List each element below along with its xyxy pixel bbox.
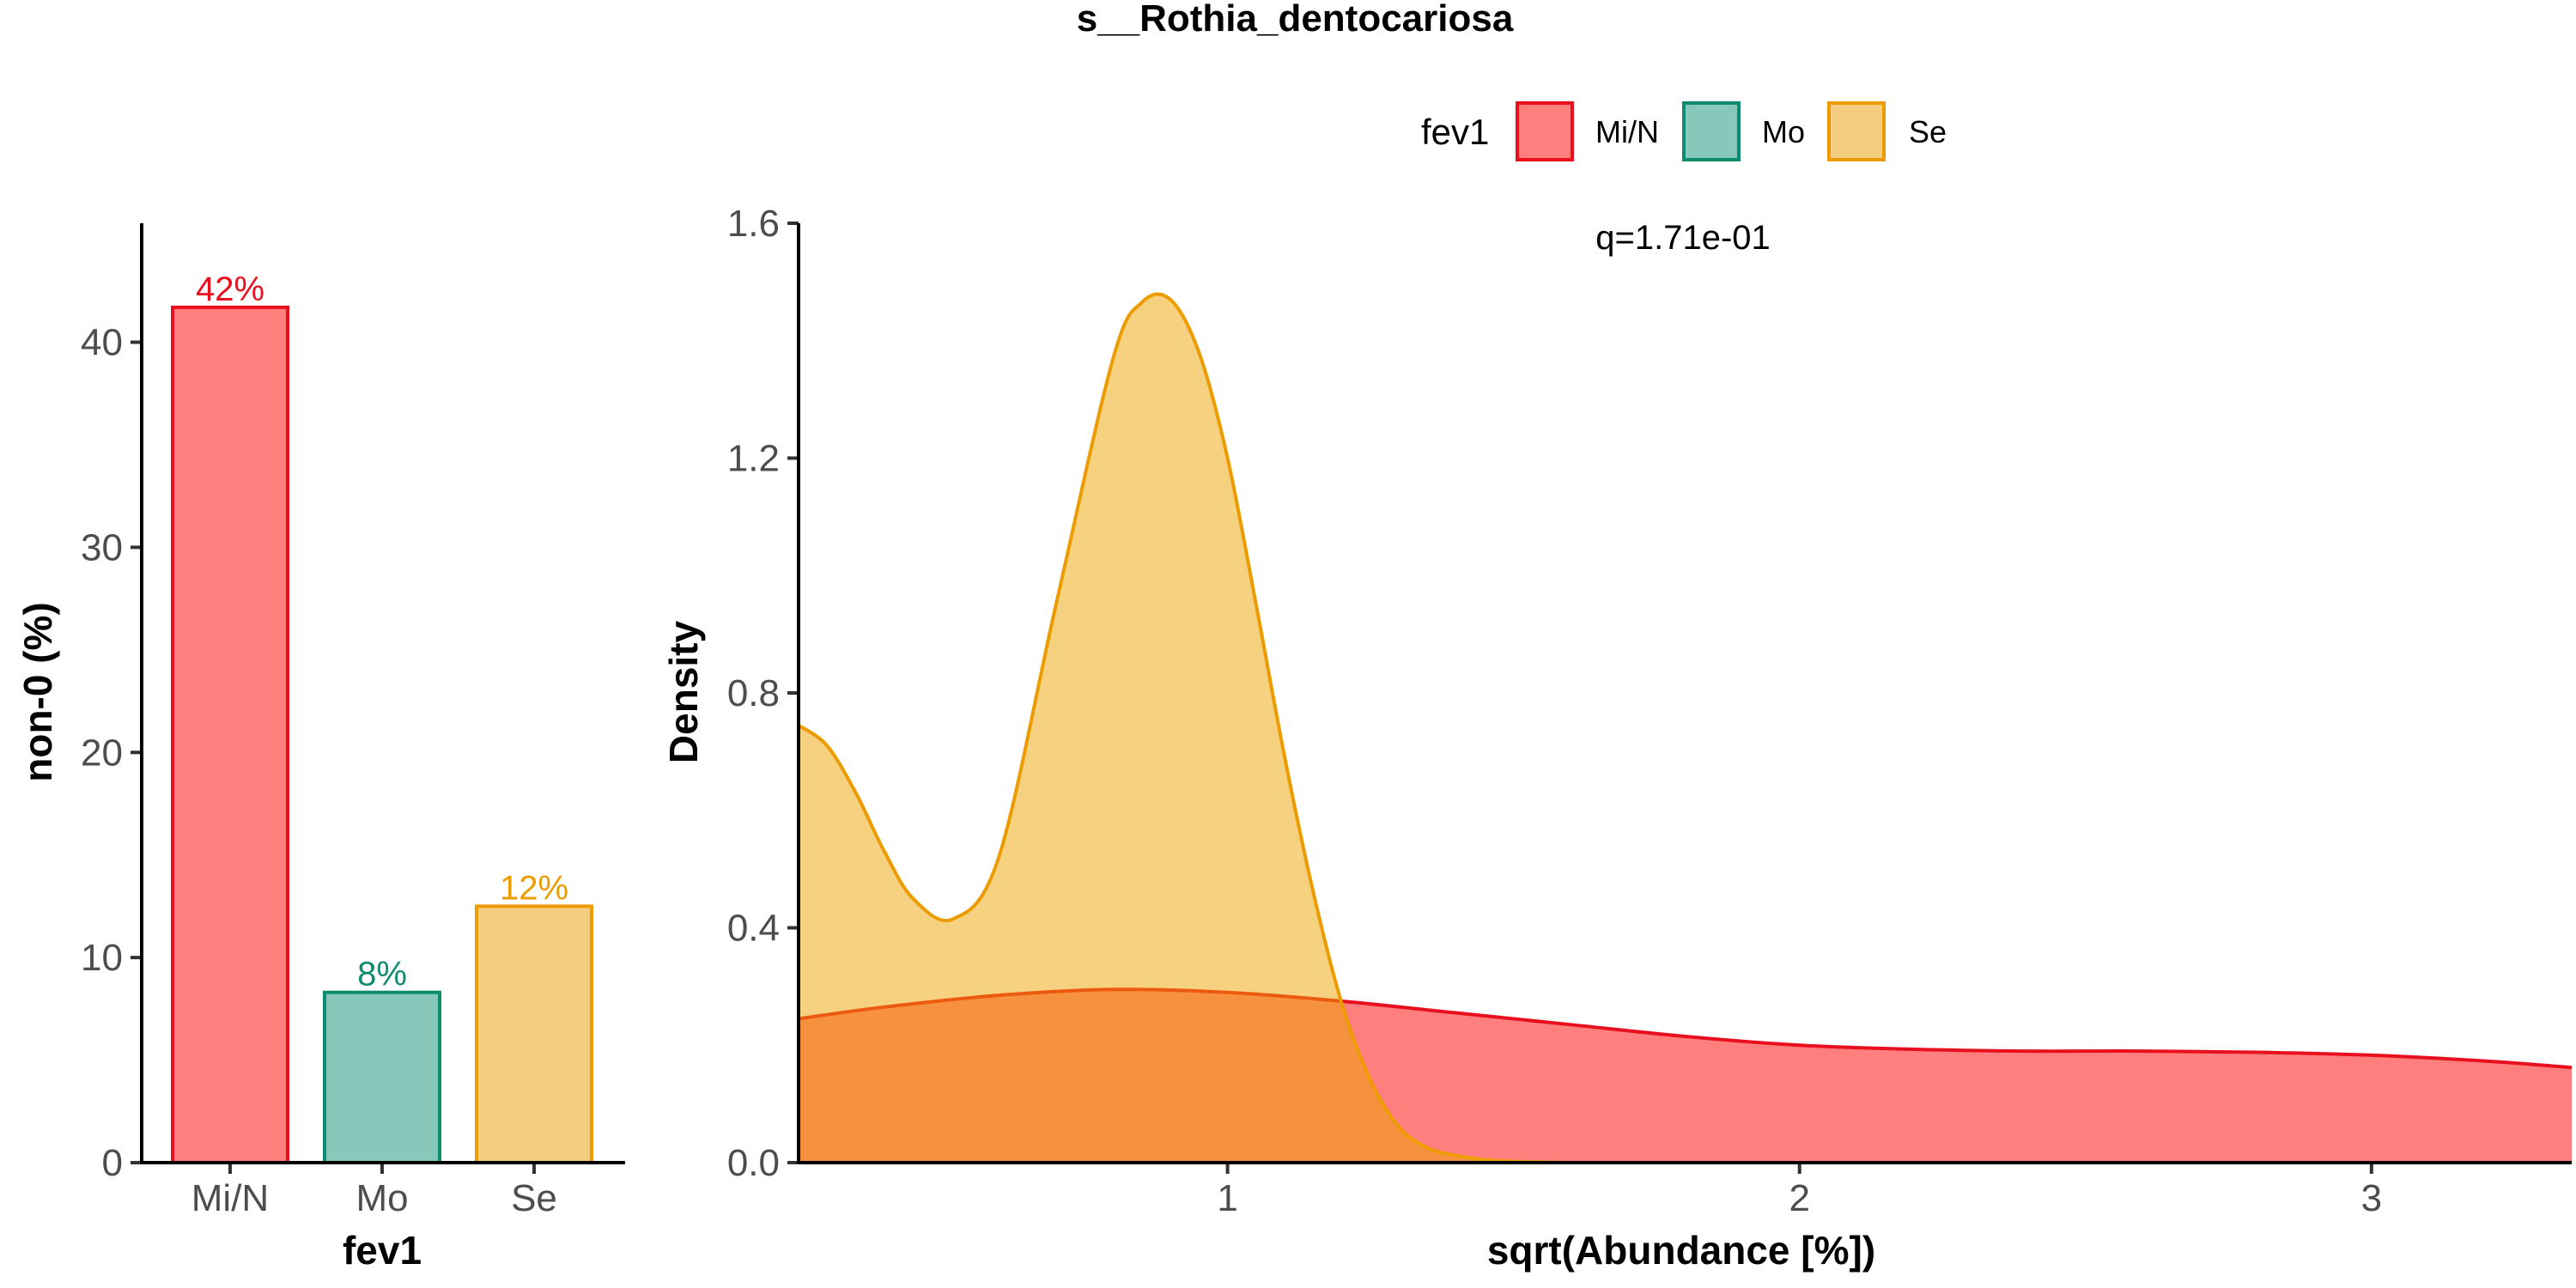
legend-label-min: Mi/N	[1595, 114, 1659, 149]
legend-entry-mo: Mo	[1682, 101, 1805, 161]
density-y-axis-ticks: 0.0 0.4 0.8 1.2 1.6	[727, 203, 799, 1184]
legend-entry-se: Se	[1827, 101, 1947, 161]
bar-se	[475, 904, 593, 1164]
legend-swatch-mo	[1682, 101, 1741, 161]
legend-title: fev1	[1421, 112, 1489, 152]
legend-label-mo: Mo	[1762, 114, 1805, 149]
bar-y-axis-title: non-0 (%)	[15, 602, 60, 782]
bar-x-axis-title: fev1	[343, 1228, 422, 1273]
bar-y-axis-ticks: 0 10 20 30 40	[81, 322, 142, 1184]
density-y-axis-title: Density	[661, 621, 706, 764]
bar-x-tick-label: Se	[511, 1177, 557, 1219]
density-area-se	[799, 294, 1571, 1163]
chart-title: s__Rothia_dentocariosa	[1077, 0, 1514, 39]
density-marks	[797, 292, 2573, 1164]
density-x-axis-title: sqrt(Abundance [%])	[1487, 1228, 1875, 1273]
bar-y-tick-label: 0	[102, 1142, 123, 1184]
bar-x-axis-ticks: Mi/N Mo Se	[191, 1163, 557, 1219]
density-y-tick-label: 0.4	[727, 908, 780, 950]
density-line-se	[797, 292, 1571, 1164]
bar-y-tick-label: 30	[81, 526, 123, 568]
legend-swatch-se	[1827, 101, 1886, 161]
density-y-tick-label: 0.8	[727, 672, 780, 714]
bar-mi-n	[171, 305, 289, 1164]
legend: fev1 Mi/N Mo Se	[1421, 101, 1947, 161]
legend-entry-min: Mi/N	[1516, 101, 1659, 161]
density-x-tick-label: 2	[1789, 1177, 1809, 1219]
bar-y-tick-label: 10	[81, 937, 123, 979]
bar-mo	[323, 990, 441, 1164]
density-x-axis-ticks: 1 2 3	[1217, 1163, 2382, 1219]
density-y-tick-label: 1.2	[727, 438, 780, 480]
legend-swatch-min	[1516, 101, 1574, 161]
bar-x-tick-label: Mo	[355, 1177, 408, 1219]
bar-y-tick-label: 40	[81, 322, 123, 364]
bar-chart: 42% 8% 12% 0 10 20 30 40 Mi/N Mo Se fev1 non-0 (…	[15, 223, 625, 1273]
bar-data-label-se: 12%	[500, 869, 568, 907]
bar-marks: 42% 8% 12%	[171, 270, 593, 1164]
density-x-tick-label: 1	[1217, 1177, 1237, 1219]
bar-x-tick-label: Mi/N	[191, 1177, 269, 1219]
bar-data-label-mo: 8%	[357, 956, 407, 993]
density-y-tick-label: 1.6	[727, 203, 780, 245]
bar-y-tick-label: 20	[81, 732, 123, 774]
density-x-tick-label: 3	[2361, 1177, 2382, 1219]
bar-data-label-mi-n: 42%	[196, 270, 264, 308]
legend-label-se: Se	[1909, 114, 1947, 149]
density-chart: 0.0 0.4 0.8 1.2 1.6 1 2 3 q=1.71e-01 sqrt(Abun…	[661, 203, 2573, 1273]
density-y-tick-label: 0.0	[727, 1142, 780, 1184]
q-value-annotation: q=1.71e-01	[1595, 219, 1771, 257]
